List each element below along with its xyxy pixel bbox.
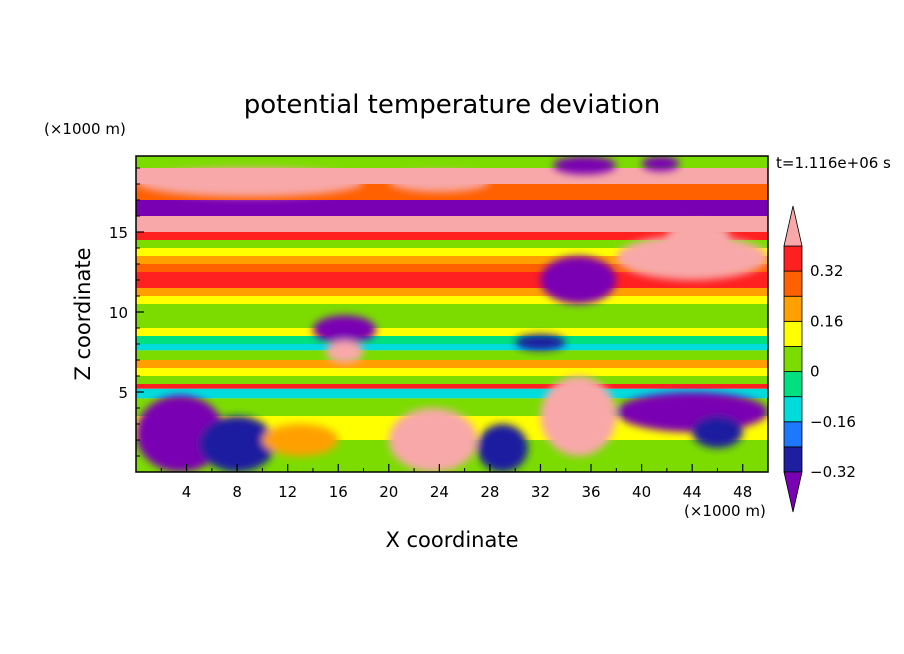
x-tick-label: 48 [733, 483, 752, 501]
contour-band-3 [136, 200, 768, 216]
x-axis: 4 8 12 16 20 24 28 32 36 40 44 48 [160, 464, 752, 501]
colorbar-segment-2 [783, 396, 803, 423]
contour-band-23 [136, 384, 768, 389]
y-tick-label: 10 [109, 304, 128, 322]
colorbar-segment-8 [783, 245, 803, 272]
x-tick-label: 36 [581, 483, 600, 501]
contour-band-24 [136, 388, 768, 399]
contour-feature-9 [515, 334, 566, 351]
time-label: t=1.116e+06 s [776, 154, 891, 172]
colorbar-tick-label: −0.32 [810, 463, 856, 481]
contour-feature-2 [553, 156, 617, 175]
contour-feature-17 [262, 424, 339, 456]
contour-band-6 [136, 240, 768, 248]
contour-band-14 [136, 312, 768, 320]
x-tick-label: 4 [182, 483, 192, 501]
y-unit-label: (×1000 m) [44, 120, 126, 138]
x-tick-label: 8 [232, 483, 242, 501]
contour-band-19 [136, 350, 768, 360]
contour-feature-1 [388, 171, 490, 193]
contour-band-7 [136, 248, 768, 256]
contour-band-21 [136, 368, 768, 376]
contour-band-18 [136, 344, 768, 351]
contour-band-8 [136, 256, 768, 264]
colorbar-segment-1 [783, 421, 803, 448]
plot-frame [135, 155, 769, 473]
contour-feature-5 [540, 256, 617, 304]
colorbar-segment-4 [783, 346, 803, 372]
colorbar-tick-label: 0.16 [810, 312, 843, 330]
contour-band-16 [136, 328, 768, 336]
y-axis-label: Z coordinate [71, 247, 95, 380]
contour-feature-10 [540, 376, 617, 456]
contour-band-9 [136, 264, 768, 272]
x-axis-label: X coordinate [385, 528, 518, 552]
colorbar-tick-label: −0.16 [810, 413, 856, 431]
colorbar-bottom-arrow [783, 471, 803, 513]
contour-band-17 [136, 336, 768, 344]
y-tick-label: 5 [118, 384, 128, 402]
x-tick-label: 44 [683, 483, 702, 501]
x-tick-label: 12 [278, 483, 297, 501]
x-tick-label: 28 [480, 483, 499, 501]
x-tick-label: 40 [632, 483, 651, 501]
y-axis: 5 10 15 [109, 167, 144, 457]
contour-band-20 [136, 360, 768, 368]
x-tick-label: 24 [430, 483, 449, 501]
contour-band-15 [136, 320, 768, 328]
contour-band-22 [136, 376, 768, 384]
chart-title: potential temperature deviation [244, 90, 660, 120]
colorbar-segment-6 [783, 295, 803, 322]
contour-feature-7 [312, 315, 377, 344]
colorbar-tick-label: 0 [810, 363, 820, 381]
contour-band-11 [136, 288, 768, 296]
contour-feature-15 [477, 424, 528, 472]
contour-band-13 [136, 304, 768, 312]
x-tick-label: 20 [379, 483, 398, 501]
colorbar-segment-7 [783, 270, 803, 297]
x-unit-label: (×1000 m) [684, 502, 766, 520]
contour-feature-8 [325, 340, 364, 364]
contour-feature-13 [199, 416, 276, 472]
contour-band-5 [136, 232, 768, 240]
contour-band-4 [136, 216, 768, 232]
plot-area [136, 156, 768, 472]
contour-feature-6 [616, 235, 768, 280]
contour-feature-0 [136, 168, 364, 197]
contour-feature-16 [692, 416, 743, 448]
colorbar: 0.32 0.16 0 −0.16 −0.32 [783, 205, 856, 513]
x-tick-label: 32 [531, 483, 550, 501]
y-tick-label: 15 [109, 224, 128, 242]
colorbar-top-arrow [783, 205, 803, 247]
x-tick-label: 16 [329, 483, 348, 501]
contour-feature-11 [616, 392, 768, 432]
contour-band-12 [136, 296, 768, 304]
colorbar-segment-5 [783, 320, 803, 347]
contour-feature-14 [388, 408, 478, 472]
colorbar-tick-label: 0.32 [810, 262, 843, 280]
colorbar-segment-3 [783, 371, 803, 398]
contour-feature-3 [641, 156, 680, 172]
colorbar-segment-0 [783, 446, 803, 473]
contour-features [136, 156, 768, 472]
